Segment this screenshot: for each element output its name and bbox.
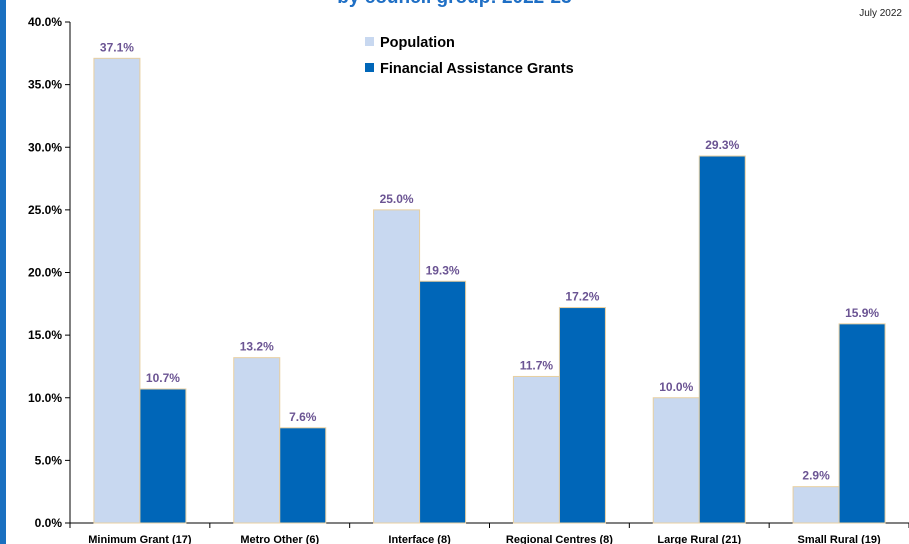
- category-label: Small Rural (19): [798, 534, 881, 544]
- x-axis-ticks: [69, 523, 909, 528]
- category-label: Minimum Grant (17): [88, 534, 192, 544]
- legend-label-grants: Financial Assistance Grants: [380, 61, 574, 77]
- bar-grants: [139, 388, 187, 524]
- data-label-population: 2.9%: [802, 469, 830, 483]
- data-label-population: 25.0%: [380, 192, 414, 206]
- left-accent-bar: [0, 0, 6, 544]
- data-label-grants: 19.3%: [426, 263, 460, 277]
- bar-grants: [419, 280, 467, 524]
- data-label-population: 37.1%: [100, 40, 134, 54]
- y-tick-label: 5.0%: [35, 453, 63, 467]
- bar-population: [233, 357, 281, 524]
- bar-population: [93, 57, 141, 524]
- y-tick-label: 0.0%: [35, 516, 63, 530]
- data-label-grants: 15.9%: [845, 306, 879, 320]
- y-tick-label: 40.0%: [28, 15, 62, 29]
- chart-title: by council group: 2022-23: [0, 0, 909, 9]
- bar-population: [373, 209, 421, 524]
- category-label: Interface (8): [388, 534, 451, 544]
- data-label-grants: 17.2%: [565, 290, 599, 304]
- bar-population: [792, 486, 840, 524]
- category-labels-group: Minimum Grant (17) Metro Other (6) Interfa…: [88, 534, 881, 544]
- data-labels-group: 37.1% 10.7% 13.2% 7.6% 25.0% 19.3% 11.7% 17.2% 1…: [100, 40, 880, 482]
- bar-grants: [698, 155, 746, 524]
- data-label-population: 13.2%: [240, 340, 274, 354]
- y-axis-ticks: 0.0% 5.0% 10.0% 15.0% 20.0% 25.0% 30.0% 35.0% 40…: [28, 15, 70, 530]
- data-label-population: 10.0%: [659, 380, 693, 394]
- category-label: Large Rural (21): [657, 534, 741, 544]
- legend-swatch-population: [365, 37, 374, 46]
- category-label: Regional Centres (8): [506, 534, 613, 544]
- category-label: Metro Other (6): [240, 534, 319, 544]
- bar-population: [652, 397, 700, 524]
- data-label-grants: 29.3%: [705, 138, 739, 152]
- y-tick-label: 15.0%: [28, 328, 62, 342]
- legend-label-population: Population: [380, 35, 455, 51]
- y-tick-label: 25.0%: [28, 203, 62, 217]
- data-label-population: 11.7%: [520, 358, 554, 372]
- bar-grants: [558, 307, 606, 524]
- data-label-grants: 7.6%: [289, 410, 317, 424]
- y-tick-label: 30.0%: [28, 140, 62, 154]
- y-tick-label: 35.0%: [28, 78, 62, 92]
- date-note: July 2022: [859, 8, 902, 19]
- bar-grants: [838, 323, 886, 524]
- bars-group: [93, 57, 886, 524]
- data-label-grants: 10.7%: [146, 371, 180, 385]
- bar-population: [512, 375, 560, 524]
- legend: Population Financial Assistance Grants: [365, 35, 574, 77]
- y-tick-label: 10.0%: [28, 391, 62, 405]
- bar-grants: [279, 427, 327, 524]
- y-tick-label: 20.0%: [28, 266, 62, 280]
- legend-swatch-grants: [365, 63, 374, 72]
